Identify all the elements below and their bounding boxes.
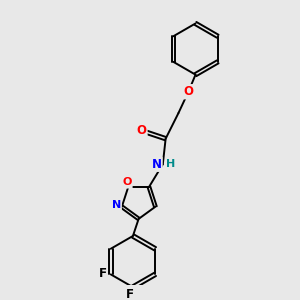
Text: H: H	[166, 159, 176, 169]
Text: N: N	[152, 158, 161, 171]
Text: O: O	[122, 177, 131, 188]
Text: O: O	[183, 85, 194, 98]
Text: F: F	[99, 267, 107, 280]
Text: N: N	[112, 200, 121, 210]
Text: O: O	[136, 124, 146, 136]
Text: F: F	[126, 288, 134, 300]
